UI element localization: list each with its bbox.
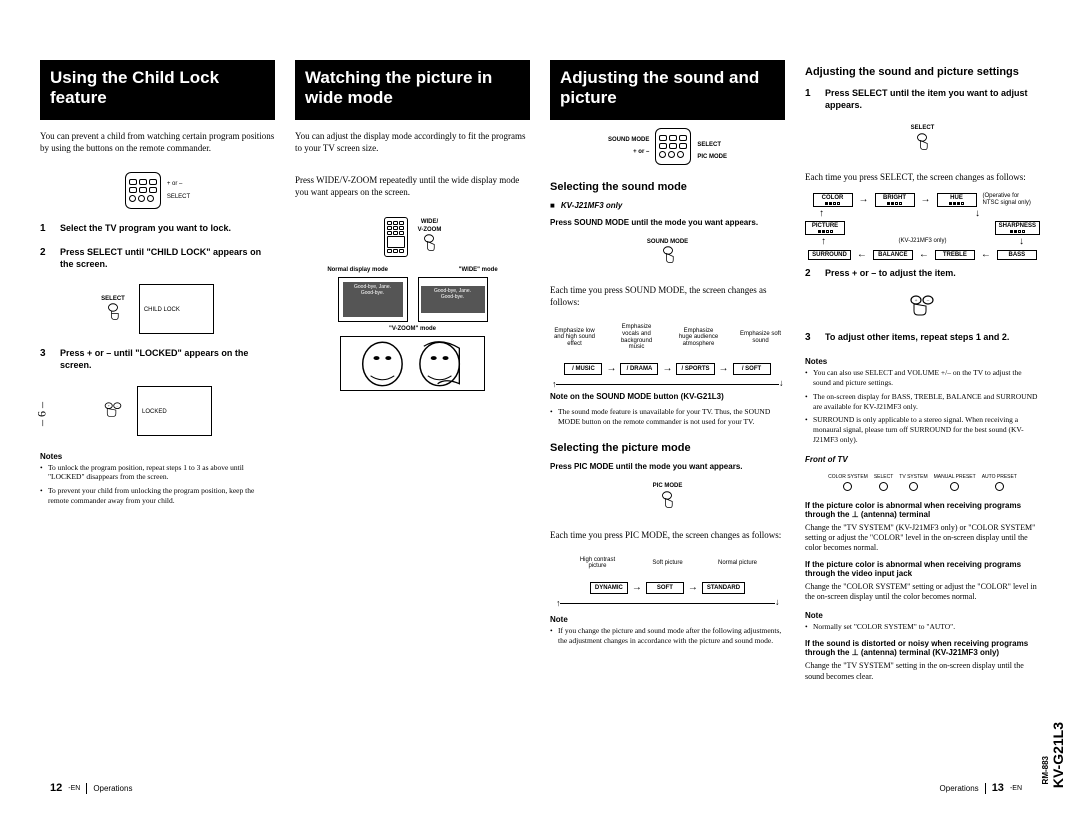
screen-locked: LOCKED	[137, 386, 212, 436]
model-note: KV-J21MF3 only	[561, 201, 623, 210]
step-3: 3 Press + or – until "LOCKED" appears on…	[40, 348, 275, 371]
pic-result: Each time you press PIC MODE, the screen…	[550, 529, 785, 541]
note-label-4: Note	[805, 611, 1040, 620]
label-vzoom-mode: "V-ZOOM" mode	[295, 326, 530, 332]
pic-note-label: Note	[550, 615, 785, 624]
note-1: To unlock the program position, repeat s…	[48, 463, 275, 483]
side-rm-number: RM-883	[1041, 756, 1050, 784]
svg-text:–: –	[925, 299, 929, 304]
top-remote-diagram: SOUND MODE + or – SELECT PIC MODE	[550, 128, 785, 165]
note-auto: Normally set "COLOR SYSTEM" to "AUTO".	[813, 622, 1040, 632]
column-wide-mode: Watching the picture in wide mode You ca…	[295, 60, 530, 788]
hand-icon	[657, 491, 677, 509]
settings-step-3: 3 To adjust other items, repeat steps 1 …	[805, 332, 1040, 344]
settings-note-3: SURROUND is only applicable to a stereo …	[813, 415, 1040, 444]
front-tv-label: Front of TV	[805, 455, 1040, 464]
remote-label-select: SELECT	[167, 194, 190, 201]
intro-child-lock: You can prevent a child from watching ce…	[40, 130, 275, 154]
hand-icon	[658, 246, 678, 264]
header-sound-picture: Adjusting the sound and picture	[550, 60, 785, 120]
svg-text:+: +	[108, 404, 110, 408]
param-diagram: COLOR → BRIGHT → HUE (Operative for NTSC…	[805, 193, 1040, 260]
sound-note: The sound mode feature is unavailable fo…	[558, 407, 785, 427]
column-child-lock: Using the Child Lock feature You can pre…	[40, 60, 275, 788]
notes-label: Notes	[40, 452, 275, 461]
subheader-sound: Selecting the sound mode	[550, 181, 785, 193]
front-tv-diagram: COLOR SYSTEM SELECT TV SYSTEM MANUAL PRE…	[805, 474, 1040, 491]
trouble2-body: Change the "COLOR SYSTEM" setting or adj…	[805, 582, 1040, 603]
trouble1-title: If the picture color is abnormal when re…	[805, 501, 1040, 519]
remote-diagram: + or – SELECT	[40, 172, 275, 209]
svg-text:+: +	[914, 299, 917, 304]
label-pm: + or –	[608, 149, 649, 156]
trouble3-title: If the sound is distorted or noisy when …	[805, 639, 1040, 657]
hand-icon	[419, 234, 439, 252]
sound-note-label: Note on the SOUND MODE button (KV-G21L3)	[550, 392, 785, 401]
label-wide-mode: "WIDE" mode	[459, 267, 498, 273]
img-wide-mode: Good-bye, Jane.Good-bye.	[418, 277, 488, 322]
settings-note-1: You can also use SELECT and VOLUME +/– o…	[813, 368, 1040, 388]
label-sound-mode: SOUND MODE	[608, 137, 649, 144]
subheader-settings: Adjusting the sound and picture settings	[805, 66, 1040, 78]
img-normal-mode: Good-bye, Jane.Good-bye.	[338, 277, 408, 322]
trouble1-body: Change the "TV SYSTEM" (KV-J21MF3 only) …	[805, 523, 1040, 554]
column-sound-picture: Adjusting the sound and picture SOUND MO…	[550, 60, 785, 788]
label-picmode: PIC MODE	[697, 154, 727, 161]
intro-wide: You can adjust the display mode accordin…	[295, 130, 530, 154]
header-wide-mode: Watching the picture in wide mode	[295, 60, 530, 120]
header-child-lock: Using the Child Lock feature	[40, 60, 275, 120]
hand-pm-icon: + –	[908, 294, 938, 316]
step-2: 2 Press SELECT until "CHILD LOCK" appear…	[40, 247, 275, 270]
step2-diagram: SELECT CHILD LOCK	[40, 284, 275, 334]
wide-remote-diagram: WIDE/ V-ZOOM	[295, 217, 530, 257]
pic-mode-boxes: DYNAMIC → SOFT → STANDARD	[550, 582, 785, 594]
label-normal-mode: Normal display mode	[327, 267, 388, 273]
step3-diagram: + – LOCKED	[40, 386, 275, 436]
sound-mode-boxes: / MUSIC → / DRAMA → / SPORTS → / SOFT	[550, 363, 785, 375]
img-vzoom-mode	[340, 336, 485, 391]
sound-mode-labels: Emphasize low and high sound effect Emph…	[550, 324, 785, 350]
subheader-picture: Selecting the picture mode	[550, 442, 785, 454]
step-1: 1 Select the TV program you want to lock…	[40, 223, 275, 235]
sound-result: Each time you press SOUND MODE, the scre…	[550, 284, 785, 308]
column-settings: Adjusting the sound and picture settings…	[805, 60, 1040, 788]
pic-note: If you change the picture and sound mode…	[558, 626, 785, 646]
remote-label-pm: + or –	[167, 181, 190, 188]
settings-step-2: 2 Press + or – to adjust the item.	[805, 268, 1040, 280]
svg-text:–: –	[115, 404, 118, 408]
footer-right: Operations 13-EN	[940, 782, 1022, 794]
settings-step-1: 1 Press SELECT until the item you want t…	[805, 88, 1040, 111]
settings-result: Each time you press SELECT, the screen c…	[805, 171, 1040, 183]
label-select: SELECT	[697, 142, 727, 149]
settings-notes-label: Notes	[805, 357, 1040, 366]
trouble3-body: Change the "TV SYSTEM" setting in the on…	[805, 661, 1040, 682]
settings-note-2: The on-screen display for BASS, TREBLE, …	[813, 392, 1040, 412]
trouble2-title: If the picture color is abnormal when re…	[805, 560, 1040, 578]
sound-instruction: Press SOUND MODE until the mode you want…	[550, 218, 785, 227]
hand-icon	[912, 133, 932, 151]
hand-pm-icon: + –	[103, 401, 123, 419]
body-wide: Press WIDE/V-ZOOM repeatedly until the w…	[295, 174, 530, 198]
side-model-number: KV-G21L3	[1050, 722, 1066, 788]
note-2: To prevent your child from unlocking the…	[48, 486, 275, 506]
footer-left: 12-EN Operations	[50, 782, 132, 794]
pic-instruction: Press PIC MODE until the mode you want a…	[550, 462, 785, 471]
screen-childlock: CHILD LOCK	[139, 284, 214, 334]
pic-mode-labels: High contrast picture Soft picture Norma…	[550, 557, 785, 570]
hand-press-icon	[103, 303, 123, 321]
